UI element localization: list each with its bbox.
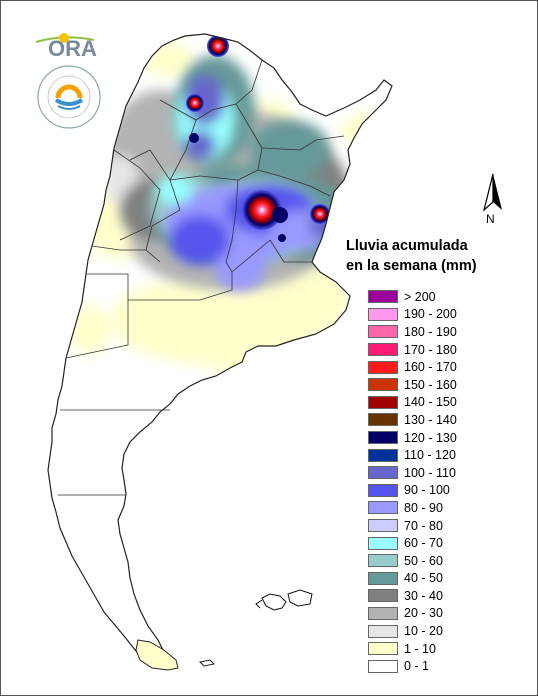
legend-swatch <box>368 307 398 321</box>
legend-item: > 200 <box>368 288 457 306</box>
north-arrow-icon <box>482 173 502 212</box>
legend-label: 20 - 30 <box>404 606 443 621</box>
legend-label: 190 - 200 <box>404 307 457 322</box>
argentina-outline <box>47 33 393 667</box>
legend-label: 40 - 50 <box>404 571 443 586</box>
legend-swatch <box>368 659 398 673</box>
north-label: N <box>486 212 495 226</box>
legend-title-line2: en la semana (mm) <box>346 258 477 274</box>
legend-label: 30 - 40 <box>404 588 443 603</box>
legend-swatch <box>368 360 398 374</box>
legend-swatch <box>368 624 398 638</box>
legend-swatch <box>368 343 398 357</box>
legend-item: 130 - 140 <box>368 411 457 429</box>
legend-swatch <box>368 325 398 339</box>
legend-swatch <box>368 483 398 497</box>
legend-swatch <box>368 290 398 304</box>
province-boundaries <box>58 59 345 496</box>
legend-label: 10 - 20 <box>404 624 443 639</box>
legend-swatch <box>368 378 398 392</box>
legend-item: 150 - 160 <box>368 376 457 394</box>
legend-swatch <box>368 642 398 656</box>
legend-swatch <box>368 519 398 533</box>
legend-label: 120 - 130 <box>404 430 457 445</box>
legend-label: 130 - 140 <box>404 412 457 427</box>
legend-item: 50 - 60 <box>368 552 457 570</box>
legend-label: 150 - 160 <box>404 377 457 392</box>
legend-label: 70 - 80 <box>404 518 443 533</box>
ora-logo: ORA <box>35 33 97 61</box>
legend-item: 100 - 110 <box>368 464 457 482</box>
legend-swatch <box>368 571 398 585</box>
legend-item: 30 - 40 <box>368 587 457 605</box>
legend-item: 160 - 170 <box>368 358 457 376</box>
legend-title-line1: Lluvia acumulada <box>346 238 468 254</box>
legend-item: 20 - 30 <box>368 605 457 623</box>
legend-item: 70 - 80 <box>368 517 457 535</box>
legend-item: 10 - 20 <box>368 622 457 640</box>
legend-label: 60 - 70 <box>404 536 443 551</box>
legend-item: 80 - 90 <box>368 499 457 517</box>
legend-item: 170 - 180 <box>368 341 457 359</box>
legend-label: 140 - 150 <box>404 395 457 410</box>
legend-label: 50 - 60 <box>404 553 443 568</box>
legend-label: 100 - 110 <box>404 465 456 480</box>
legend-swatch <box>368 606 398 620</box>
legend-swatch <box>368 589 398 603</box>
legend-item: 90 - 100 <box>368 482 457 500</box>
legend-label: 1 - 10 <box>404 641 436 656</box>
legend-swatch <box>368 554 398 568</box>
legend-item: 110 - 120 <box>368 446 457 464</box>
ora-wordmark: ORA <box>48 36 97 61</box>
legend-item: 190 - 200 <box>368 306 457 324</box>
legend-swatch <box>368 413 398 427</box>
legend-item: 40 - 50 <box>368 570 457 588</box>
legend-label: 80 - 90 <box>404 500 443 515</box>
legend-item: 0 - 1 <box>368 657 457 675</box>
legend-item: 180 - 190 <box>368 323 457 341</box>
legend-swatch <box>368 395 398 409</box>
legend-label: 180 - 190 <box>404 324 457 339</box>
legend-item: 120 - 130 <box>368 429 457 447</box>
malvinas-islands <box>255 589 313 611</box>
legend-label: 90 - 100 <box>404 483 450 498</box>
legend-item: 60 - 70 <box>368 534 457 552</box>
legend: > 200 190 - 200 180 - 190 170 - 180 160 - 17… <box>368 288 457 675</box>
isla-de-los-estados <box>198 659 216 667</box>
legend-label: 110 - 120 <box>404 448 456 463</box>
legend-item: 1 - 10 <box>368 640 457 658</box>
legend-label: 170 - 180 <box>404 342 457 357</box>
tierra-del-fuego <box>135 639 179 671</box>
legend-swatch <box>368 501 398 515</box>
legend-label: 0 - 1 <box>404 659 430 674</box>
legend-item: 140 - 150 <box>368 394 457 412</box>
legend-title: Lluvia acumulada en la semana (mm) <box>346 236 536 276</box>
legend-swatch <box>368 466 398 480</box>
smn-seal <box>37 65 101 129</box>
legend-label: > 200 <box>404 289 436 304</box>
legend-swatch <box>368 431 398 445</box>
legend-swatch <box>368 536 398 550</box>
legend-label: 160 - 170 <box>404 360 457 375</box>
legend-swatch <box>368 448 398 462</box>
